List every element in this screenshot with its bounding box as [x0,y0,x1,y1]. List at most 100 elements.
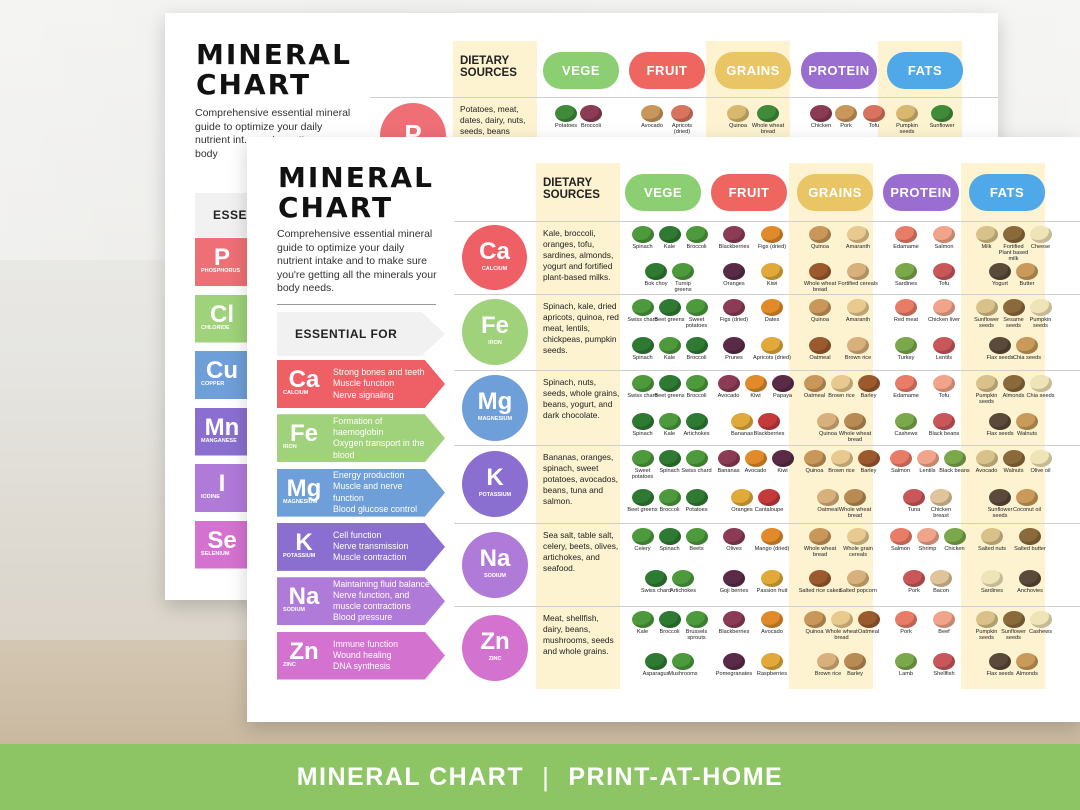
food-label: Pumpkin seeds [1029,317,1052,330]
row-divider [454,294,1080,295]
food-item: Broccoli [680,337,713,361]
food-label: Broccoli [686,393,707,399]
food-image [1002,611,1025,628]
back-food-item: Quinoa [720,105,756,129]
food-item: Broccoli [653,489,686,513]
mineral-circle-sodium: Na SODIUM [462,531,528,598]
food-label: Kale [663,244,676,250]
food-item: Asparagus [640,652,673,677]
food-label: Beet greens [654,393,685,399]
food-item: Bok choy [640,262,673,287]
back-food-label: Pork [840,123,852,129]
food-image [731,412,753,430]
food-label: Sardines [894,280,918,287]
essential-function-line: Maintaining fluid balance [333,578,430,589]
food-image [975,299,998,316]
food-item: Figs (dried) [712,299,756,323]
food-item: Walnuts [997,450,1030,474]
food-image [658,528,681,545]
food-item: Spinach [626,226,659,250]
back-essential-name: PHOSPHORUS [201,268,241,274]
food-image [658,337,681,354]
food-image [761,652,783,670]
food-label: Sweet potatoes [685,317,708,330]
food-label: Amaranth [845,317,871,323]
food-image [847,528,869,545]
back-food-image [580,105,602,122]
food-image [645,262,667,280]
food-item: Swiss chard [626,375,659,399]
food-item: Spinach [653,450,686,474]
food-item: Sardines [970,569,1014,594]
food-item: Barley [852,375,885,399]
food-label: Kiwi [750,393,761,399]
essential-function-line: Blood pressure [333,612,393,623]
food-item: Cheese [1024,226,1057,250]
food-item: Beef [922,611,966,635]
food-label: Lamb [899,670,913,677]
food-image [1016,262,1038,280]
row-divider [454,221,1080,222]
back-essential-symbol-text: Mn [204,413,240,441]
food-image [744,375,767,392]
food-label: Brussels sprouts [685,629,708,642]
food-label: Milk [981,244,992,250]
food-item: Anchovies [1008,569,1052,594]
food-label: Mushrooms [668,670,698,677]
food-item: Blackberries [753,412,786,437]
food-item: Lentils [911,450,944,474]
food-image [685,337,708,354]
food-item: Kale [626,611,659,635]
food-label: Swiss chard [627,393,658,399]
food-image [717,375,740,392]
header-fats: FATS [969,174,1045,211]
back-food-label: Broccoli [581,123,601,129]
food-item: Broccoli [680,226,713,250]
food-item: Brussels sprouts [680,611,713,641]
food-image [631,611,654,628]
food-label: Tofu [938,393,950,399]
page-title: MINERAL CHART [278,161,434,224]
food-label: Spinach [632,355,653,361]
back-header-grains: GRAINS [715,52,791,89]
food-image [903,489,925,506]
food-label: Spinach [632,430,653,437]
food-label: Shrimp [918,546,937,552]
essential-symbol: Na SODIUM [277,577,331,625]
essential-function-line: muscle contractions [333,601,411,612]
essential-functions: Strong bones and teeth Muscle function Ner… [331,367,424,401]
food-label: Edamame [893,393,919,399]
food-image [844,489,866,506]
essential-function-line: function [333,492,364,503]
food-item: Figs (dried) [750,226,794,250]
food-image [645,652,667,670]
food-image [989,337,1011,354]
food-image [1002,450,1025,467]
back-food-image [727,105,749,122]
food-image [975,611,998,628]
food-image [803,611,826,628]
mineral-sources: Kale, broccoli, oranges, tofu, sardines,… [543,228,614,282]
food-label: Bacon [933,587,949,594]
back-food-image [757,105,779,122]
food-label: Tofu [938,280,950,287]
essential-function-line: Wound healing [333,649,392,660]
food-image [844,412,866,430]
food-image [758,489,780,506]
back-essential-symbol-text: Cl [210,300,234,328]
food-label: Brown rice [844,355,872,361]
essential-symbol-text: K [295,528,313,556]
food-label: Barley [847,670,863,677]
essential-iron: Fe IRON Formation of haemoglobin Oxygen tran… [277,414,445,463]
food-image [933,652,955,670]
food-label: Whole wheat bread [825,629,858,642]
food-label: Olives [726,546,742,552]
food-image [895,226,917,243]
back-header-vege: VEGE [543,52,619,89]
food-image [631,226,654,243]
food-label: Spinach [632,244,653,250]
food-label: Lentils [935,355,953,361]
mineral-symbol: K [486,464,504,491]
food-image [685,299,708,316]
food-image [847,262,869,280]
